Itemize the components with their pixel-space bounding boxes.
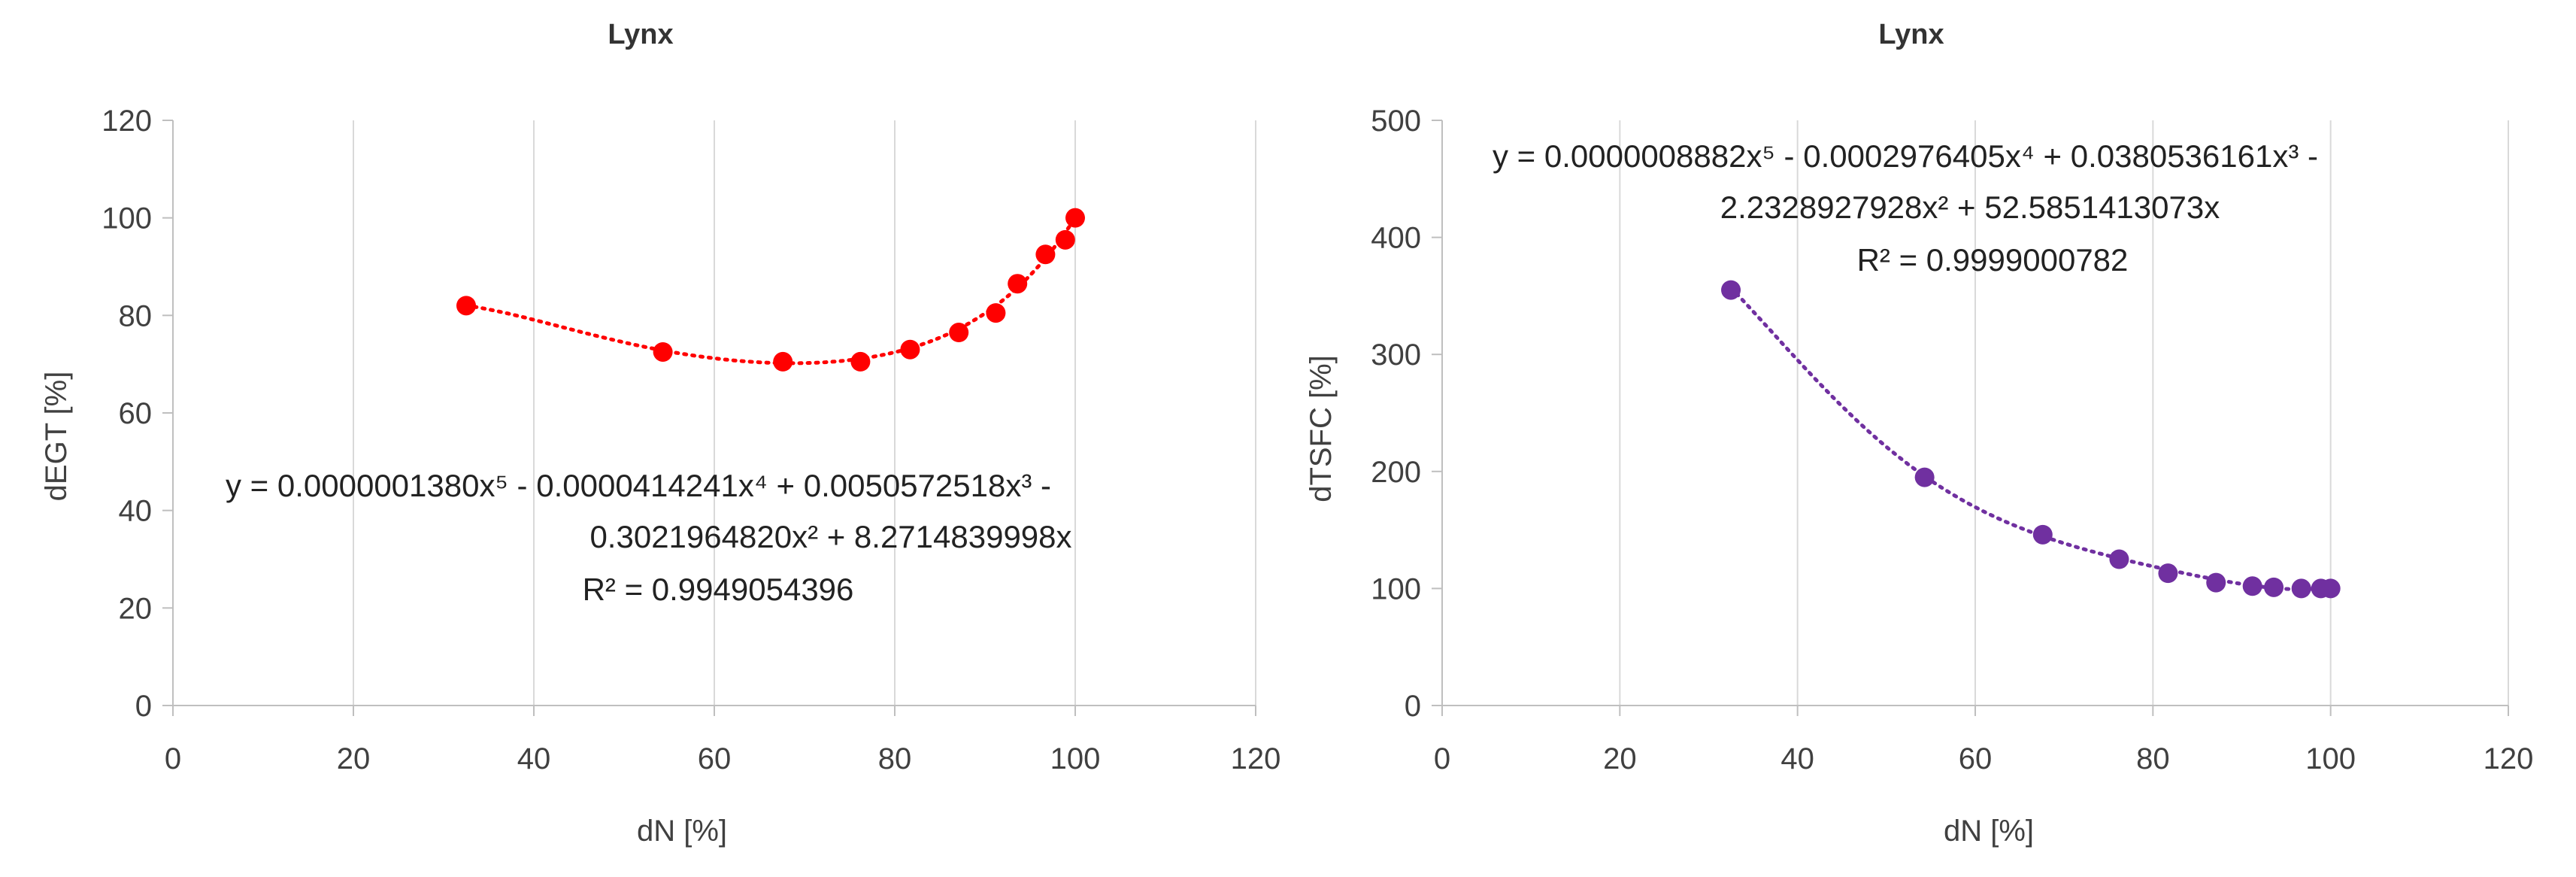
r-squared-label: R² = 0.9999000782 [1857, 242, 2129, 278]
data-point [949, 323, 969, 343]
r-squared-label: R² = 0.9949054396 [583, 572, 854, 607]
data-point [2320, 578, 2341, 599]
data-points [456, 208, 1085, 372]
x-tick-labels: 0 20 40 60 80 100 120 [1434, 742, 2534, 775]
axes [162, 120, 1256, 716]
gridlines [1619, 120, 2509, 706]
data-point [2264, 577, 2284, 597]
trendline-equation: y = 0.0000001380x⁵ - 0.0000414241x⁴ + 0.… [226, 468, 1072, 607]
data-point [900, 339, 920, 360]
equation-line-1: y = 0.0000001380x⁵ - 0.0000414241x⁴ + 0.… [226, 468, 1051, 503]
x-tick-label: 80 [2136, 742, 2170, 775]
y-tick-label: 500 [1371, 105, 1421, 138]
data-point [1721, 280, 1741, 300]
y-axis-label: dTSFC [%] [1305, 355, 1338, 502]
y-tick-label: 60 [119, 397, 153, 430]
trendline [464, 216, 1077, 366]
data-point [653, 341, 673, 362]
degt-chart: Lynx 0 20 40 60 80 100 120 0 20 40 60 80 100 120 dN … [40, 19, 1280, 848]
y-tick-label: 300 [1371, 338, 1421, 372]
y-tick-labels: 0 20 40 60 80 100 120 [102, 105, 152, 723]
y-tick-label: 400 [1371, 222, 1421, 255]
data-point [2206, 572, 2226, 593]
data-point [2158, 563, 2178, 584]
y-tick-label: 40 [119, 495, 153, 528]
data-point [2109, 549, 2129, 569]
chart-title: Lynx [608, 19, 673, 50]
y-tick-label: 120 [102, 105, 152, 138]
data-point [2291, 578, 2311, 599]
x-tick-label: 40 [517, 742, 551, 775]
y-axis-label: dEGT [%] [40, 372, 73, 502]
data-point [456, 296, 476, 316]
y-tick-label: 80 [119, 299, 153, 332]
x-tick-label: 100 [1050, 742, 1101, 775]
data-point [2032, 524, 2053, 545]
dtsfc-chart: Lynx 0 20 40 60 80 100 120 0 100 200 300 400 500 dN… [1305, 19, 2533, 848]
equation-line-2: 2.2328927928x² + 52.5851413073x [1720, 190, 2220, 225]
y-tick-label: 200 [1371, 456, 1421, 489]
gridlines [353, 120, 1256, 706]
x-tick-label: 0 [165, 742, 181, 775]
chart-title: Lynx [1878, 19, 1944, 50]
y-tick-label: 0 [1405, 690, 1421, 723]
trendline-equation: y = 0.0000008882x⁵ - 0.0002976405x⁴ + 0.… [1493, 138, 2318, 278]
x-tick-label: 40 [1780, 742, 1814, 775]
x-tick-labels: 0 20 40 60 80 100 120 [165, 742, 1281, 775]
x-tick-label: 120 [1231, 742, 1281, 775]
y-tick-label: 100 [102, 202, 152, 235]
x-tick-label: 60 [698, 742, 732, 775]
data-point [850, 351, 871, 372]
trendline-curve [1729, 286, 2333, 591]
data-point [773, 351, 793, 372]
x-tick-label: 20 [337, 742, 371, 775]
data-point [1065, 208, 1085, 228]
x-tick-label: 80 [878, 742, 912, 775]
x-axis-label: dN [%] [637, 815, 727, 848]
data-points [1721, 280, 2341, 599]
data-point [986, 303, 1006, 323]
equation-line-2: 0.3021964820x² + 8.2714839998x [589, 519, 1071, 554]
x-tick-label: 100 [2305, 742, 2356, 775]
data-point [1035, 244, 1056, 265]
x-tick-label: 60 [1959, 742, 1993, 775]
equation-line-1: y = 0.0000008882x⁵ - 0.0002976405x⁴ + 0.… [1493, 138, 2318, 174]
y-tick-label: 20 [119, 592, 153, 625]
data-point [1055, 229, 1075, 250]
data-point [2242, 576, 2262, 596]
y-tick-labels: 0 100 200 300 400 500 [1371, 105, 1421, 723]
y-tick-label: 100 [1371, 572, 1421, 605]
trendline-curve [464, 216, 1077, 366]
axes [1432, 120, 2509, 716]
x-tick-label: 20 [1603, 742, 1637, 775]
y-tick-label: 0 [135, 690, 152, 723]
x-axis-label: dN [%] [1944, 815, 2034, 848]
x-tick-label: 0 [1434, 742, 1450, 775]
data-point [1008, 274, 1028, 294]
x-tick-label: 120 [2484, 742, 2534, 775]
trendline [1729, 286, 2333, 591]
data-point [1914, 467, 1935, 487]
